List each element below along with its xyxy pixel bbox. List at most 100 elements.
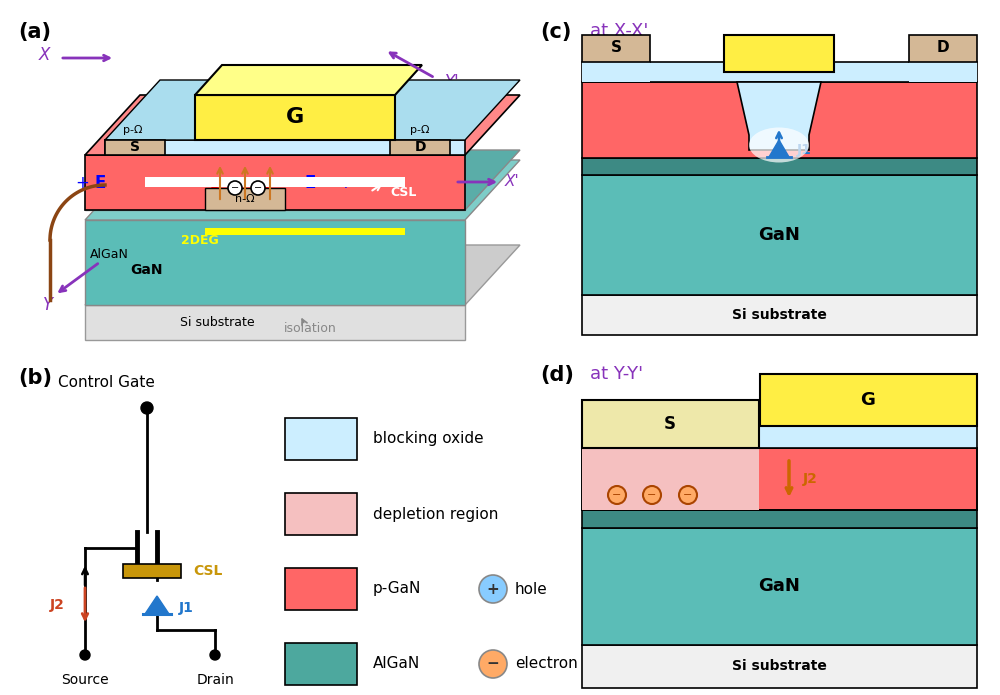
Text: J2: J2	[803, 472, 818, 486]
Bar	[582, 528, 977, 645]
Text: Drain: Drain	[196, 673, 234, 687]
Text: (b): (b)	[18, 368, 52, 388]
Text: Y: Y	[43, 296, 53, 314]
Bar	[105, 140, 465, 155]
Bar	[85, 200, 465, 210]
Text: isolation: isolation	[284, 322, 336, 334]
Bar	[582, 82, 977, 158]
Text: −: −	[612, 490, 622, 500]
Polygon shape	[737, 82, 821, 150]
Circle shape	[679, 486, 697, 504]
Text: S: S	[130, 140, 140, 154]
Polygon shape	[769, 140, 789, 157]
Bar	[909, 35, 977, 62]
Bar	[582, 35, 650, 62]
Bar	[724, 35, 834, 72]
Bar	[760, 374, 977, 426]
Text: Source: Source	[61, 673, 109, 687]
Circle shape	[210, 650, 220, 660]
Text: GaN: GaN	[758, 577, 800, 595]
Text: −: −	[487, 657, 499, 671]
Bar	[759, 426, 977, 448]
Circle shape	[479, 650, 507, 678]
Text: AlGaN: AlGaN	[373, 657, 420, 671]
Text: n-Ω: n-Ω	[235, 194, 255, 204]
Polygon shape	[145, 596, 169, 614]
Bar	[582, 510, 977, 528]
Bar	[582, 448, 759, 510]
Circle shape	[141, 402, 153, 414]
Text: depletion region: depletion region	[373, 507, 498, 521]
Text: −: −	[647, 490, 657, 500]
Bar	[285, 418, 357, 460]
Text: +: +	[338, 174, 352, 192]
Text: G: G	[286, 107, 304, 127]
Text: −: −	[231, 183, 239, 193]
Bar	[582, 400, 759, 448]
Bar	[582, 448, 977, 510]
Text: (d): (d)	[540, 365, 574, 385]
Circle shape	[608, 486, 626, 504]
Text: hole: hole	[515, 582, 548, 596]
Text: blocking oxide: blocking oxide	[373, 432, 484, 446]
Text: AlGaN: AlGaN	[90, 249, 129, 261]
Bar	[285, 568, 357, 610]
Text: Control Gate: Control Gate	[58, 375, 155, 390]
Text: G: G	[861, 391, 875, 409]
Circle shape	[80, 650, 90, 660]
Text: (a): (a)	[18, 22, 51, 42]
Text: E: E	[94, 174, 106, 192]
Bar	[582, 295, 977, 335]
Bar	[582, 62, 977, 82]
Bar	[285, 643, 357, 685]
Text: Si substrate: Si substrate	[180, 316, 255, 329]
Text: electron: electron	[515, 657, 578, 671]
Text: G: G	[772, 44, 786, 62]
Bar	[205, 188, 285, 210]
Bar	[195, 95, 395, 140]
Text: E: E	[304, 174, 316, 192]
Text: P: P	[259, 181, 271, 195]
Text: Si substrate: Si substrate	[732, 308, 826, 322]
Bar	[582, 448, 977, 510]
Circle shape	[251, 181, 265, 195]
Text: CSL: CSL	[390, 186, 416, 199]
Text: p-GaN: p-GaN	[373, 582, 421, 596]
Bar	[85, 305, 465, 340]
Text: J1: J1	[797, 143, 812, 157]
Text: D: D	[937, 40, 949, 56]
Text: −: −	[254, 183, 262, 193]
Text: CSL: CSL	[193, 564, 222, 578]
Text: X: X	[39, 46, 50, 64]
Text: X': X'	[505, 174, 520, 190]
Circle shape	[643, 486, 661, 504]
Text: P: P	[209, 181, 221, 195]
Text: GaN: GaN	[758, 226, 800, 244]
Text: p-Ω: p-Ω	[410, 125, 430, 135]
Bar	[85, 220, 465, 305]
Text: Y': Y'	[445, 73, 460, 91]
Ellipse shape	[749, 127, 809, 163]
Text: p-Ω: p-Ω	[123, 125, 143, 135]
Bar	[582, 158, 977, 175]
Bar	[582, 175, 977, 295]
Text: D: D	[416, 111, 428, 125]
Bar	[390, 140, 450, 155]
Text: +: +	[75, 174, 89, 192]
Polygon shape	[85, 150, 520, 210]
Bar	[909, 62, 977, 82]
Polygon shape	[85, 95, 520, 155]
Bar	[582, 62, 650, 82]
Bar	[285, 493, 357, 535]
Bar	[105, 140, 165, 155]
Text: +: +	[487, 582, 499, 596]
Text: at Y-Y': at Y-Y'	[590, 365, 643, 383]
Text: GaN: GaN	[130, 263, 162, 277]
Text: Si substrate: Si substrate	[732, 659, 826, 673]
Text: S: S	[664, 415, 676, 433]
Bar	[145, 177, 405, 187]
Circle shape	[228, 181, 242, 195]
Text: 2DEG: 2DEG	[181, 234, 219, 247]
Text: J1: J1	[179, 601, 194, 615]
Polygon shape	[85, 245, 520, 305]
